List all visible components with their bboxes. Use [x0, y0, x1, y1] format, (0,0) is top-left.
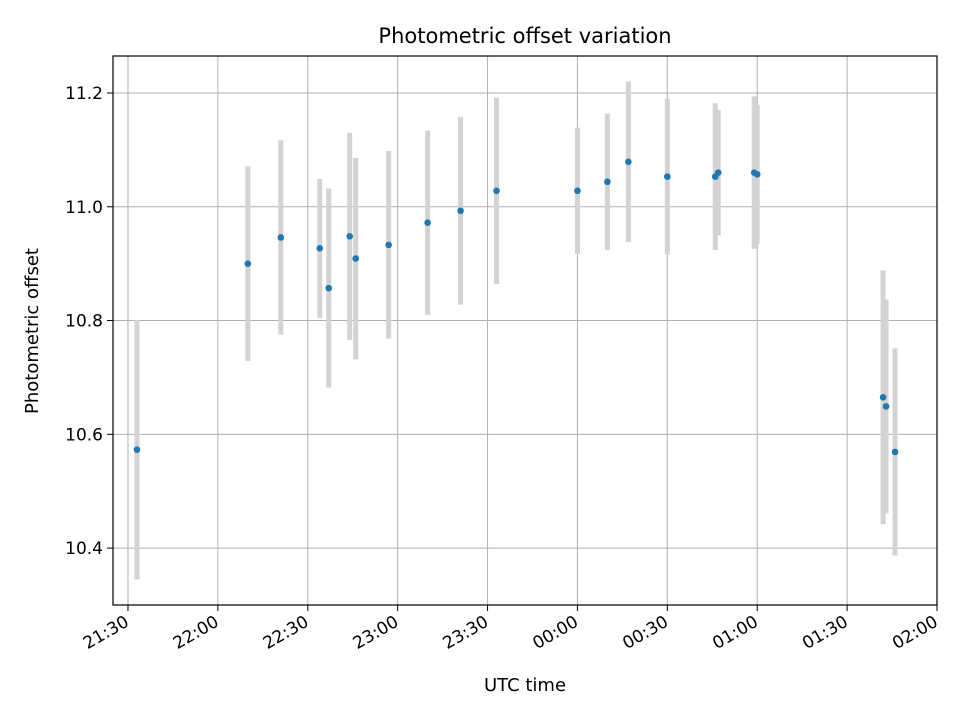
data-point	[352, 255, 360, 262]
x-tick-label: 23:00	[350, 612, 402, 654]
data-points	[133, 158, 899, 456]
x-tick-label: 22:00	[170, 612, 222, 654]
x-tick-label: 01:30	[799, 612, 851, 654]
chart-title: Photometric offset variation	[378, 24, 671, 48]
data-point	[346, 233, 354, 240]
y-tick-label: 10.8	[65, 312, 103, 332]
data-point	[753, 171, 761, 178]
data-point	[424, 219, 431, 226]
x-tick-label: 02:00	[889, 612, 941, 654]
data-point	[664, 173, 671, 180]
error-bars	[134, 81, 898, 580]
data-point	[325, 284, 333, 292]
x-tick-label: 00:00	[530, 612, 582, 654]
x-tick-label: 00:30	[619, 612, 671, 654]
data-point	[879, 394, 887, 401]
plot-frame	[112, 55, 938, 606]
data-point	[277, 234, 285, 241]
y-axis-label: Photometric offset	[22, 248, 43, 414]
data-point	[316, 244, 324, 252]
x-tick-label: 21:30	[80, 612, 132, 654]
data-point	[891, 448, 899, 456]
y-tick-label: 10.4	[65, 539, 103, 559]
y-tick-label: 11.2	[65, 84, 103, 104]
data-point	[133, 446, 141, 453]
data-point	[882, 403, 890, 410]
data-point	[625, 158, 632, 166]
y-tick-label: 10.6	[65, 425, 103, 445]
data-point	[714, 169, 722, 176]
x-axis-label: UTC time	[484, 675, 566, 696]
data-point	[457, 207, 464, 215]
grid	[113, 56, 938, 605]
x-axis-ticks: 21:30 22:00 22:30 23:00 23:30 00:00 00:30 01:00…	[80, 605, 942, 654]
data-point	[385, 241, 392, 249]
y-axis-ticks: 10.4 10.6 10.8 11.0 11.2	[65, 84, 113, 559]
y-tick-label: 11.0	[65, 198, 103, 218]
data-point	[574, 187, 581, 195]
data-point	[493, 187, 500, 195]
data-point	[244, 260, 252, 267]
x-tick-label: 22:30	[260, 612, 312, 654]
x-tick-label: 23:30	[440, 612, 492, 654]
data-point	[604, 178, 611, 186]
x-tick-label: 01:00	[709, 612, 761, 654]
